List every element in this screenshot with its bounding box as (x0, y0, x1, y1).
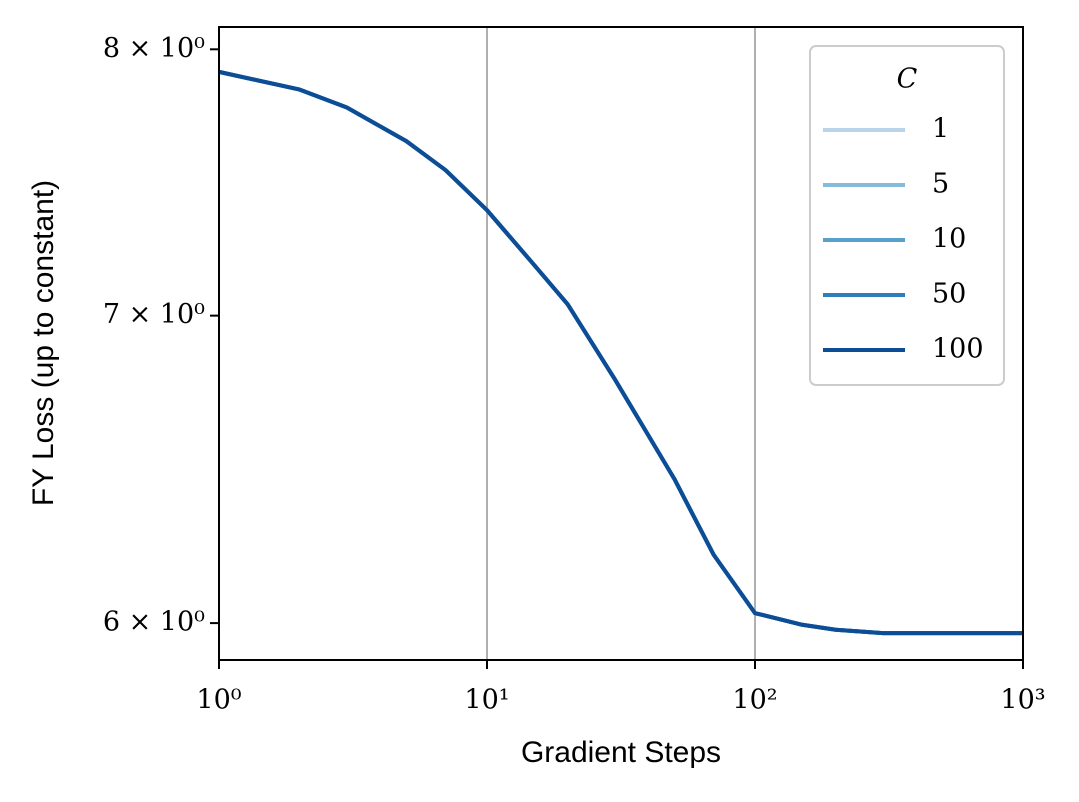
legend-label: 10 (932, 224, 966, 255)
legend-label: 1 (932, 114, 949, 145)
x-tick-label: 10⁰ (196, 685, 241, 716)
x-axis-label: Gradient Steps (521, 736, 721, 769)
legend-label: 100 (932, 334, 984, 365)
legend: C1 5 10 50 100 (809, 45, 1005, 386)
legend-label: 50 (932, 279, 966, 310)
y-tick-label: 6 × 10⁰ (103, 607, 205, 638)
plot-frame (218, 26, 1024, 661)
legend-label: 5 (932, 169, 949, 200)
y-tick-label: 7 × 10⁰ (103, 299, 205, 330)
series-line (218, 69, 1023, 636)
legend-title: C (897, 64, 918, 95)
x-tick-label: 10² (732, 685, 777, 716)
y-tick-label: 8 × 10⁰ (103, 33, 205, 64)
x-tick-label: 10¹ (464, 685, 509, 716)
x-tick-label: 10³ (1000, 685, 1045, 716)
y-axis-label: FY Loss (up to constant) (27, 180, 60, 506)
